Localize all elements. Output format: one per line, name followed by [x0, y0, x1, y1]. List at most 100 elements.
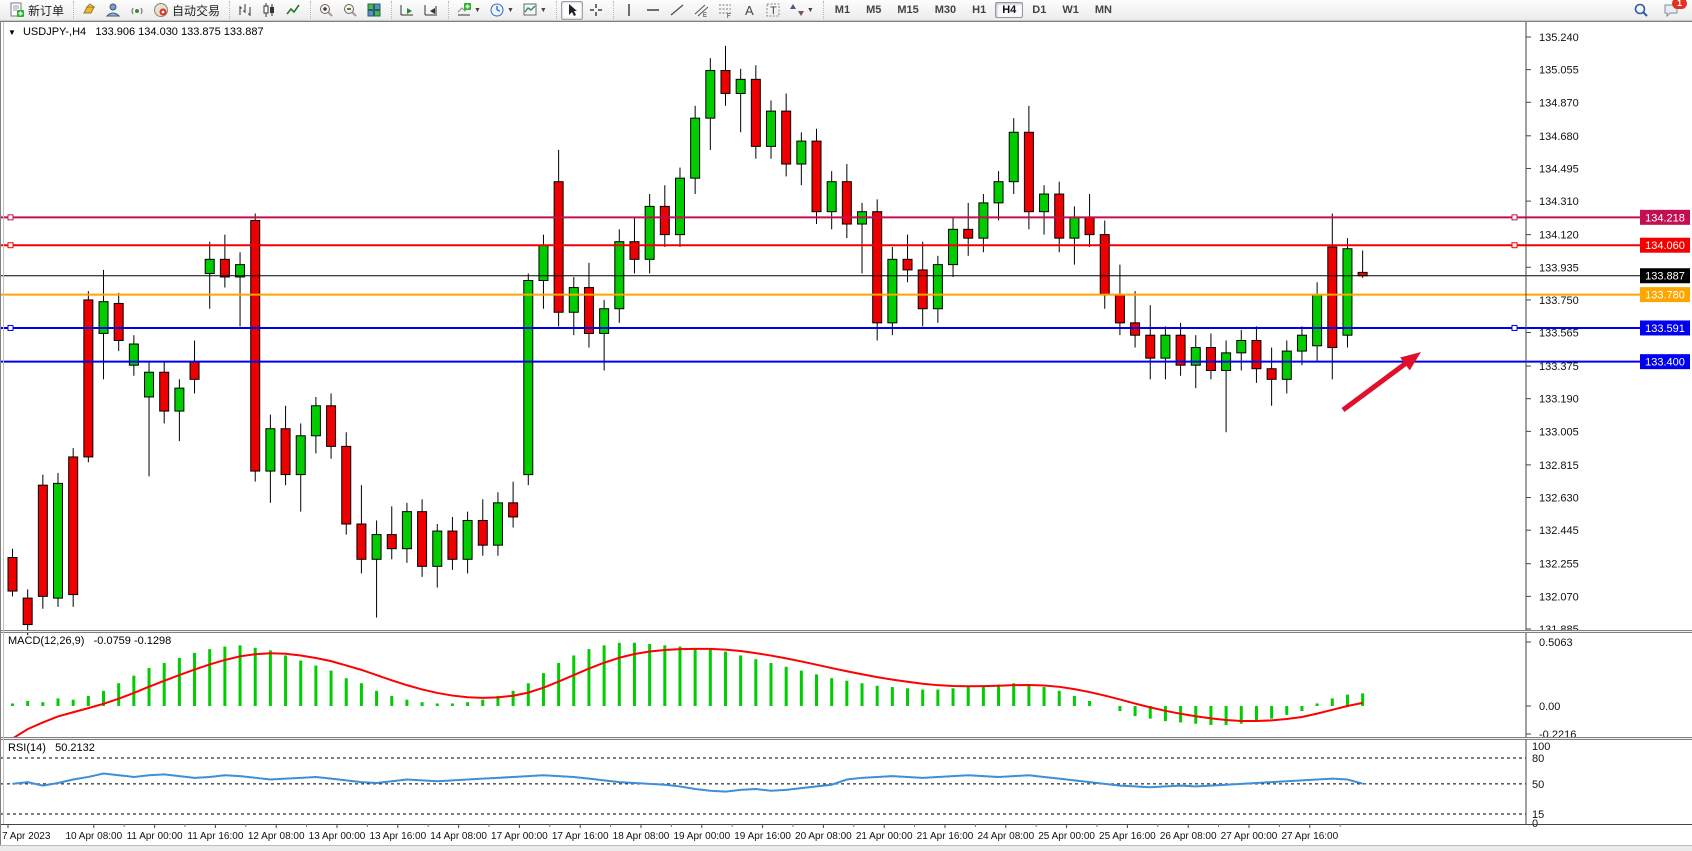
svg-text:27 Apr 00:00: 27 Apr 00:00	[1221, 831, 1278, 842]
equidistant-channel-button[interactable]: E	[690, 1, 712, 20]
timeframe-m5[interactable]: M5	[866, 4, 882, 16]
rsi-panel[interactable]: 1008050150	[1, 740, 1550, 830]
text-label-button[interactable]: T	[762, 1, 784, 20]
svg-text:133.190: 133.190	[1539, 394, 1579, 406]
zoom-out-button[interactable]	[339, 1, 361, 20]
vertical-line-button[interactable]	[618, 1, 640, 20]
svg-text:26 Apr 08:00: 26 Apr 08:00	[1160, 831, 1217, 842]
bar-chart-button[interactable]	[234, 1, 256, 20]
auto-scroll-icon	[400, 5, 414, 16]
chart-window[interactable]: ▼ USDJPY-,H4 133.906 134.030 133.875 133…	[0, 21, 1692, 851]
bar-chart-icon	[239, 4, 251, 16]
chart-shift-icon	[424, 5, 438, 16]
crosshair-button[interactable]	[585, 1, 607, 20]
svg-text:24 Apr 08:00: 24 Apr 08:00	[977, 831, 1034, 842]
person-icon	[105, 3, 121, 17]
svg-text:10 Apr 08:00: 10 Apr 08:00	[65, 831, 122, 842]
candle-chart-button[interactable]	[258, 1, 280, 20]
auto-scroll-button[interactable]	[396, 1, 418, 20]
timeframe-m30[interactable]: M30	[934, 4, 957, 16]
svg-text:133.935: 133.935	[1539, 262, 1579, 274]
timeframe-m1[interactable]: M1	[834, 4, 851, 16]
svg-text:21 Apr 16:00: 21 Apr 16:00	[917, 831, 974, 842]
ohlc-values: 133.906 134.030 133.875 133.887	[95, 26, 264, 38]
svg-text:25 Apr 16:00: 25 Apr 16:00	[1099, 831, 1156, 842]
svg-text:131.885: 131.885	[1539, 624, 1579, 636]
timeframe-h1[interactable]: H1	[972, 4, 987, 16]
svg-text:0.5063: 0.5063	[1539, 637, 1573, 649]
svg-text:12 Apr 08:00: 12 Apr 08:00	[248, 831, 305, 842]
chat-button[interactable]: 1	[1660, 0, 1687, 20]
autotrading-button-label: 自动交易	[172, 3, 221, 18]
new-order-button[interactable]: 新订单	[6, 1, 67, 20]
timeframe-mn[interactable]: MN	[1094, 4, 1112, 16]
search-icon	[1634, 3, 1648, 17]
svg-text:134.495: 134.495	[1539, 163, 1579, 175]
macd-values: -0.0759 -0.1298	[93, 635, 172, 647]
arrow-annotation[interactable]	[1341, 352, 1421, 413]
autotrading-button[interactable]: 自动交易	[150, 1, 223, 20]
text-button[interactable]: A	[738, 1, 760, 20]
macd-header: MACD(12,26,9) -0.0759 -0.1298	[8, 635, 172, 647]
trendline-button[interactable]	[666, 1, 688, 20]
chevron-down-icon[interactable]: ▼	[8, 28, 16, 37]
deposit-button[interactable]	[78, 1, 100, 20]
crosshair-icon	[589, 4, 602, 16]
notification-badge: 1	[1672, 0, 1687, 9]
svg-text:133.591: 133.591	[1645, 323, 1685, 335]
svg-text:134.060: 134.060	[1645, 240, 1685, 252]
line-chart-button[interactable]	[282, 1, 304, 20]
templates-icon	[523, 3, 537, 16]
toolbar-group	[391, 1, 446, 19]
toolbar-group: E F A T ▼	[612, 1, 821, 20]
horizontal-line-button[interactable]	[642, 1, 664, 20]
svg-text:133.005: 133.005	[1539, 426, 1579, 438]
svg-text:80: 80	[1532, 753, 1544, 765]
svg-text:132.815: 132.815	[1539, 460, 1579, 472]
timeframe-m15[interactable]: M15	[897, 4, 919, 16]
svg-text:133.750: 133.750	[1539, 295, 1579, 307]
chevron-down-icon[interactable]: ▼	[506, 6, 514, 14]
svg-text:134.310: 134.310	[1539, 196, 1579, 208]
text-icon: A	[745, 3, 754, 18]
hline-icon	[646, 9, 659, 11]
fibonacci-button[interactable]: F	[714, 1, 736, 20]
zoom-in-button[interactable]	[315, 1, 337, 20]
svg-text:133.780: 133.780	[1645, 290, 1685, 302]
search-button[interactable]	[1630, 1, 1652, 20]
svg-text:13 Apr 00:00: 13 Apr 00:00	[309, 831, 366, 842]
svg-text:T: T	[770, 5, 777, 17]
candlestick-chart[interactable]: 134.218 134.060 133.887 133.780 133.591 133.4…	[0, 21, 1692, 851]
templates-button[interactable]: ▼	[519, 1, 550, 20]
periods-button[interactable]: ▼	[486, 1, 517, 20]
toolbar-group	[229, 1, 308, 19]
signals-button[interactable]	[126, 1, 148, 20]
hlines-layer[interactable]: 134.218 134.060 133.887 133.780 133.591 133.4…	[1, 209, 1690, 370]
indicators-button[interactable]: ▼	[453, 1, 484, 20]
timeframe-d1[interactable]: D1	[1032, 4, 1047, 16]
chevron-down-icon[interactable]: ▼	[474, 6, 481, 14]
cursor-icon	[568, 4, 577, 16]
svg-text:11 Apr 16:00: 11 Apr 16:00	[187, 831, 243, 842]
timeframe-h4[interactable]: H4	[995, 2, 1024, 18]
chevron-down-icon[interactable]: ▼	[539, 6, 547, 14]
svg-text:133.565: 133.565	[1539, 328, 1579, 340]
svg-text:132.070: 132.070	[1539, 591, 1579, 603]
tile-windows-button[interactable]	[363, 1, 385, 20]
chevron-down-icon[interactable]: ▼	[806, 6, 814, 14]
svg-text:19 Apr 16:00: 19 Apr 16:00	[734, 831, 791, 842]
svg-text:25 Apr 00:00: 25 Apr 00:00	[1038, 831, 1095, 842]
timeframe-w1[interactable]: W1	[1062, 4, 1079, 16]
svg-text:135.240: 135.240	[1539, 32, 1579, 44]
toolbar-group: 自动交易	[73, 1, 227, 19]
svg-text:134.218: 134.218	[1645, 212, 1685, 224]
account-button[interactable]	[102, 1, 124, 20]
cursor-button[interactable]	[560, 0, 583, 20]
toolbar-groups: 新订单 自动交易 ▼ ▼ ▼ E F A T ▼ M1 M5 M15 M30 H1 H4 D1 W1 MN	[0, 0, 1123, 20]
svg-text:18 Apr 08:00: 18 Apr 08:00	[613, 831, 670, 842]
candles-layer	[7, 45, 1368, 636]
chart-shift-button[interactable]	[420, 1, 442, 20]
arrows-button[interactable]: ▼	[786, 1, 817, 20]
trendline-icon	[670, 4, 684, 16]
